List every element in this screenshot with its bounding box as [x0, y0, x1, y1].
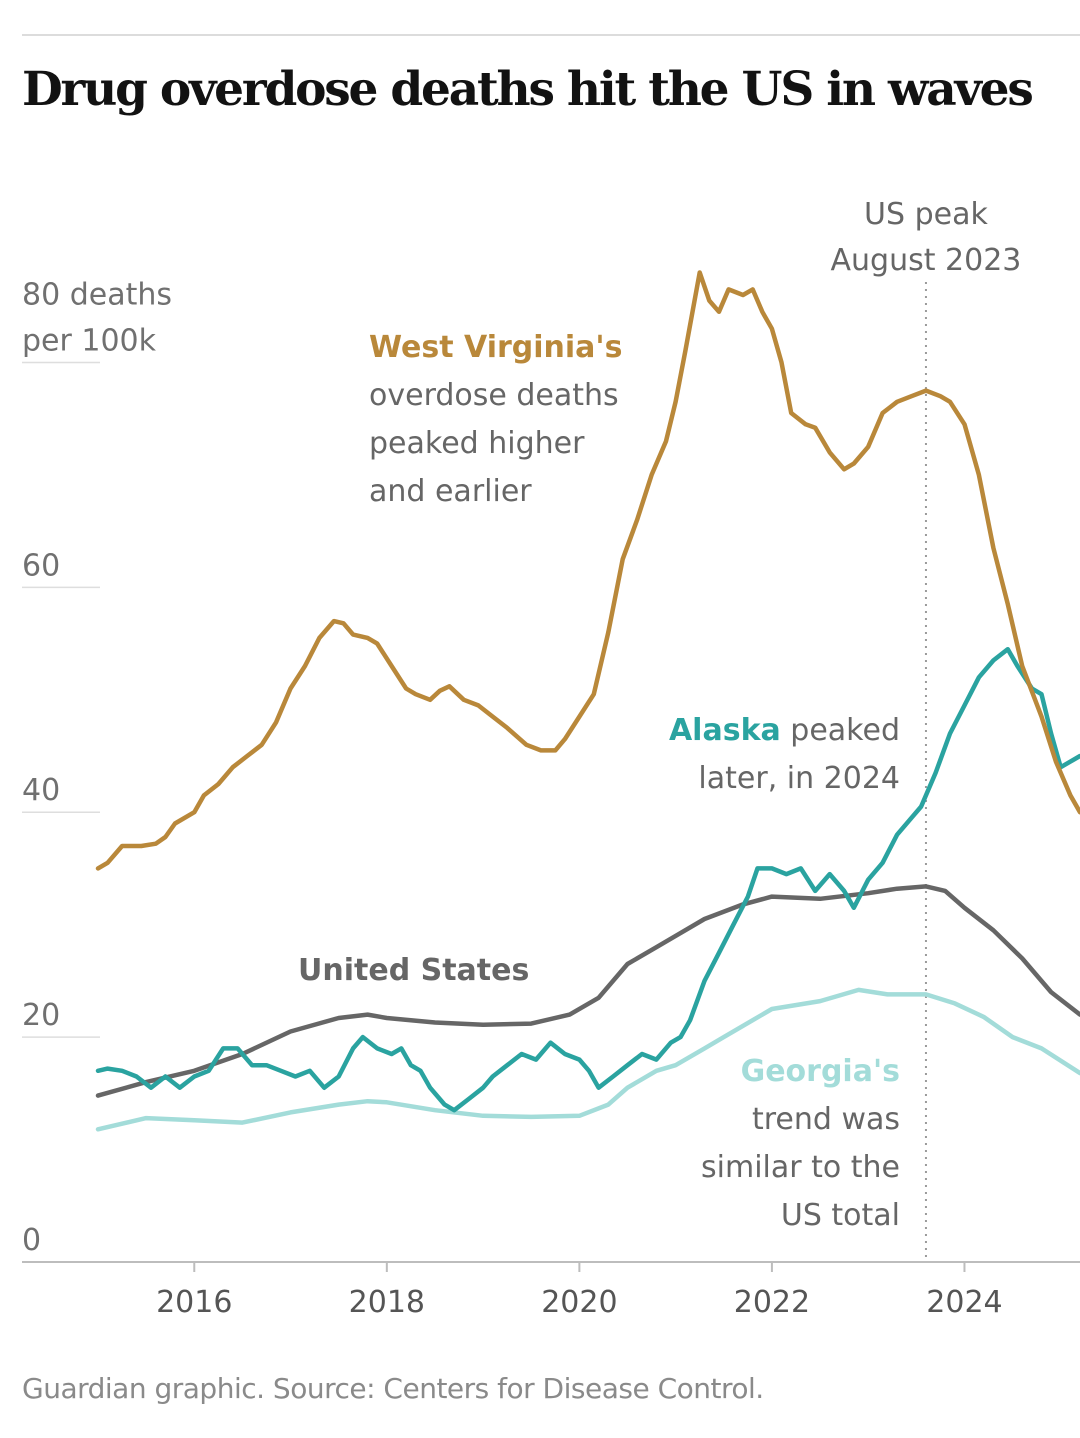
- annotation-ga-line: trend was: [752, 1102, 900, 1137]
- y-tick-label-line: 20: [22, 998, 60, 1033]
- series-line-west-virginia: [95, 270, 1080, 871]
- y-tick-label-20: 20: [22, 998, 60, 1033]
- annotation-ga-title: Georgia's: [741, 1054, 900, 1089]
- us-peak-label-line: August 2023: [831, 243, 1022, 278]
- top-divider: [22, 34, 1080, 36]
- annotation-wv-line: and earlier: [369, 474, 532, 509]
- y-tick-label-line: 0: [22, 1223, 41, 1258]
- y-tick-label-40: 40: [22, 773, 60, 808]
- x-tick-label-2022: 2022: [734, 1285, 810, 1320]
- x-tick-label-2024: 2024: [926, 1285, 1002, 1320]
- annotation-wv-line: peaked higher: [369, 426, 585, 461]
- series-line-alaska: [95, 646, 1080, 1113]
- y-tick-label-line: 40: [22, 773, 60, 808]
- x-tick-label-2018: 2018: [349, 1285, 425, 1320]
- us-peak-label-line: US peak: [864, 197, 988, 232]
- y-tick-label-line: 60: [22, 548, 60, 583]
- annotation-wv-line: overdose deaths: [369, 378, 619, 413]
- y-tick-label-60: 60: [22, 548, 60, 583]
- series-line-united-states: [95, 884, 1080, 1098]
- x-tick-label-2020: 2020: [541, 1285, 617, 1320]
- annotation-us-title: United States: [298, 953, 529, 988]
- annotation-ga-line: US total: [781, 1198, 900, 1233]
- chart-title: Drug overdose deaths hit the US in waves: [22, 62, 1034, 117]
- x-tick-label-2016: 2016: [156, 1285, 232, 1320]
- annotation-ga-line: similar to the: [701, 1150, 900, 1185]
- y-tick-label-0: 0: [22, 1223, 41, 1258]
- annotation-ak-suffix: peaked: [781, 713, 900, 748]
- y-tick-label-80: 80 deaths per 100k: [22, 277, 172, 358]
- us-peak-label: US peak August 2023: [831, 197, 1022, 278]
- annotation-ak-title: Alaska: [669, 713, 781, 748]
- line-chart: 0 20 40 60 80 deaths per 100k US peak August 2…: [22, 197, 1080, 1320]
- annotation-ak-line: later, in 2024: [698, 761, 900, 796]
- y-tick-label-line: per 100k: [22, 323, 157, 358]
- annotation-wv: West Virginia's overdose deaths peaked hig…: [369, 330, 622, 509]
- series-line-georgia: [95, 987, 1080, 1132]
- annotation-wv-title: West Virginia's: [369, 330, 622, 365]
- annotation-us: United States: [298, 953, 529, 988]
- annotation-ga: Georgia's trend was similar to the US total: [701, 1054, 900, 1233]
- annotation-ak: Alaska peaked later, in 2024: [669, 713, 900, 796]
- source-note: Guardian graphic. Source: Centers for Di…: [22, 1372, 764, 1405]
- y-tick-label-line: 80 deaths: [22, 277, 172, 312]
